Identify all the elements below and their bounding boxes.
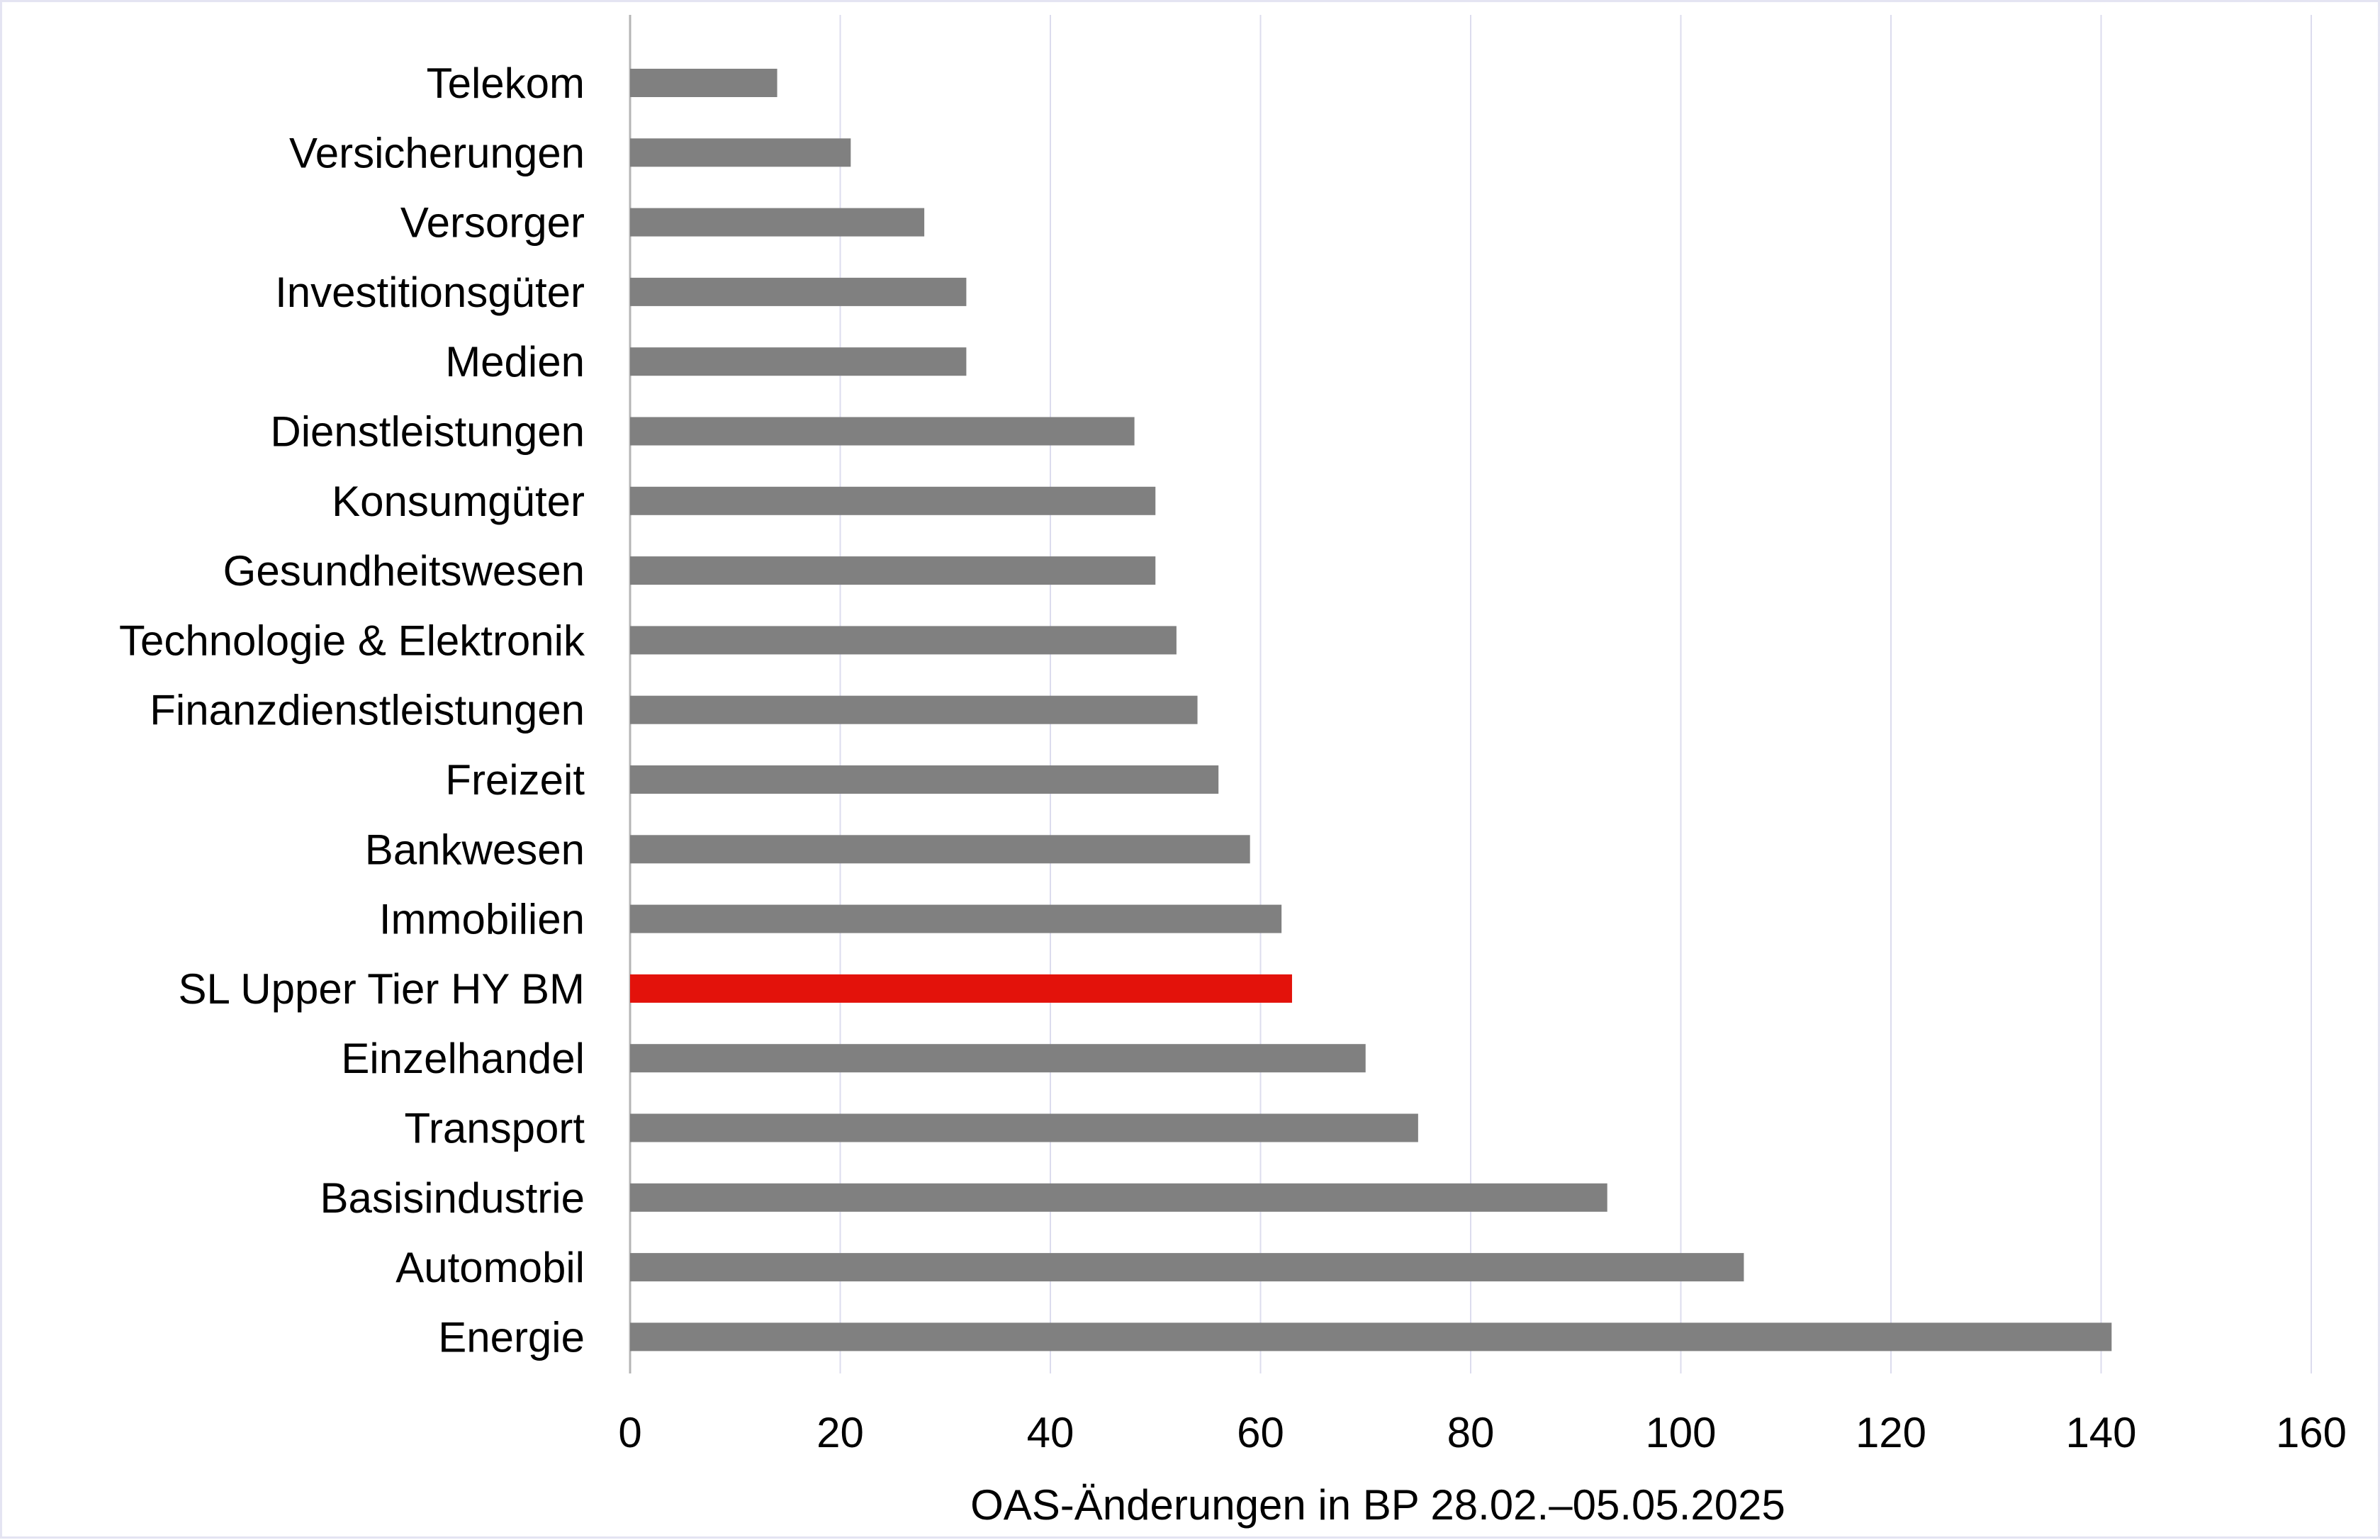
bar-versicherungen	[630, 138, 851, 167]
x-tick-label-40: 40	[1027, 1409, 1074, 1456]
x-tick-label-0: 0	[618, 1409, 641, 1456]
category-label-investitionsgüter: Investitionsgüter	[275, 269, 585, 316]
bar-finanzdienstleistungen	[630, 695, 1198, 724]
bar-layer	[630, 69, 2112, 1351]
category-label-versorger: Versorger	[400, 199, 585, 247]
category-label-medien: Medien	[445, 338, 585, 386]
category-label-freizeit: Freizeit	[445, 756, 585, 804]
category-label-telekom: Telekom	[427, 60, 585, 107]
bar-basisindustrie	[630, 1183, 1607, 1212]
x-tick-label-100: 100	[1645, 1409, 1716, 1456]
bar-sl-upper-tier-hy-bm	[630, 974, 1292, 1003]
bar-einzelhandel	[630, 1044, 1366, 1073]
bar-medien	[630, 347, 967, 376]
bar-freizeit	[630, 765, 1219, 794]
category-label-energie: Energie	[438, 1313, 585, 1361]
bar-technologie-and-elektronik	[630, 626, 1177, 655]
category-label-automobil: Automobil	[395, 1244, 585, 1291]
bar-transport	[630, 1113, 1418, 1142]
x-tick-label-160: 160	[2276, 1409, 2347, 1456]
category-label-einzelhandel: Einzelhandel	[341, 1035, 585, 1082]
category-label-layer: Telekom Versicherungen Versorger Investitio…	[119, 60, 585, 1361]
x-tick-label-140: 140	[2065, 1409, 2136, 1456]
category-label-finanzdienstleistungen: Finanzdienstleistungen	[150, 687, 585, 734]
category-label-immobilien: Immobilien	[379, 896, 585, 943]
bar-investitionsgüter	[630, 277, 967, 306]
bar-versorger	[630, 208, 925, 237]
x-tick-label-80: 80	[1447, 1409, 1495, 1456]
category-label-dienstleistungen: Dienstleistungen	[270, 408, 585, 456]
x-tick-label-20: 20	[816, 1409, 864, 1456]
category-label-technologie-and-elektronik: Technologie & Elektronik	[119, 617, 585, 664]
category-label-konsumgüter: Konsumgüter	[332, 478, 585, 525]
bar-gesundheitswesen	[630, 556, 1156, 585]
x-tick-label-60: 60	[1237, 1409, 1284, 1456]
category-label-gesundheitswesen: Gesundheitswesen	[223, 547, 585, 595]
bar-energie	[630, 1322, 2112, 1351]
bar-bankwesen	[630, 835, 1250, 864]
x-axis-title: OAS-Änderungen in BP 28.02.–05.05.2025	[970, 1481, 1785, 1529]
x-tick-label-120: 120	[1856, 1409, 1926, 1456]
category-label-transport: Transport	[404, 1105, 585, 1152]
bar-automobil	[630, 1253, 1744, 1282]
bar-konsumgüter	[630, 486, 1156, 515]
category-label-basisindustrie: Basisindustrie	[320, 1174, 585, 1222]
tick-label-layer: 0 20 40 60 80 100 120 140 160	[618, 1409, 2347, 1456]
bar-dienstleistungen	[630, 417, 1135, 446]
category-label-versicherungen: Versicherungen	[289, 129, 585, 176]
grid-layer	[629, 15, 2312, 1373]
category-label-sl-upper-tier-hy-bm: SL Upper Tier HY BM	[178, 965, 585, 1013]
category-label-bankwesen: Bankwesen	[365, 826, 585, 873]
bar-immobilien	[630, 904, 1282, 933]
bar-telekom	[630, 69, 778, 97]
